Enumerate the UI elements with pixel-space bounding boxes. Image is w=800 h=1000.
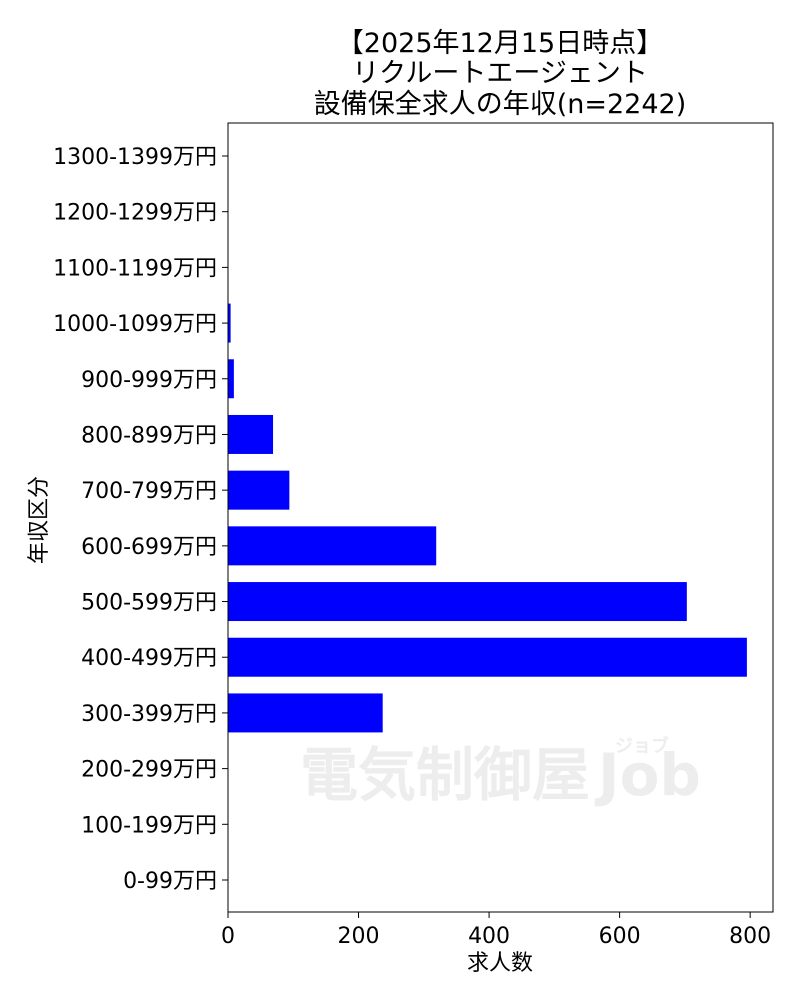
- y-tick-label-5: 500-599万円: [81, 591, 217, 616]
- x-axis: 0 200 400 600 800: [221, 912, 771, 949]
- x-tick-label-1: 200: [338, 924, 380, 949]
- y-tick-label-7: 700-799万円: [81, 479, 217, 504]
- watermark-kana: ジョブ: [615, 735, 669, 757]
- bar-6: [228, 526, 437, 566]
- x-tick-label-0: 0: [221, 924, 235, 949]
- y-tick-label-1: 100-199万円: [81, 813, 217, 838]
- x-tick-label-4: 800: [729, 924, 771, 949]
- y-tick-label-4: 400-499万円: [81, 646, 217, 671]
- chart-title-line-2: リクルートエージェント: [352, 58, 648, 89]
- bars: [228, 303, 747, 733]
- y-tick-label-8: 800-899万円: [81, 423, 217, 448]
- watermark-main: 電気制御屋: [300, 741, 590, 809]
- bar-3: [228, 693, 383, 733]
- y-tick-label-10: 1000-1099万円: [53, 312, 217, 337]
- x-tick-label-2: 400: [468, 924, 510, 949]
- y-tick-label-2: 200-299万円: [81, 758, 217, 783]
- y-tick-label-0: 0-99万円: [123, 869, 217, 894]
- y-tick-label-11: 1100-1199万円: [53, 256, 217, 281]
- chart-title-line-1: 【2025年12月15日時点】: [337, 28, 663, 59]
- chart-title-line-3: 設備保全求人の年収(n=2242): [314, 89, 687, 120]
- y-tick-label-12: 1200-1299万円: [53, 201, 217, 226]
- watermark-sub: Job: [594, 741, 701, 809]
- x-axis-label: 求人数: [467, 951, 533, 976]
- bar-4: [228, 637, 747, 677]
- x-tick-label-3: 600: [599, 924, 641, 949]
- bar-7: [228, 470, 290, 510]
- bar-10: [228, 303, 231, 343]
- y-tick-label-6: 600-699万円: [81, 535, 217, 560]
- y-tick-label-13: 1300-1399万円: [53, 145, 217, 170]
- bar-8: [228, 414, 274, 454]
- watermark: 電気制御屋 Job ジョブ: [300, 735, 701, 809]
- plot-frame: [227, 122, 774, 913]
- y-tick-label-3: 300-399万円: [81, 702, 217, 727]
- bar-5: [228, 582, 687, 622]
- y-axis: 0-99万円 100-199万円 200-299万円 300-399万円 400-499…: [53, 145, 228, 894]
- y-axis-label: 年収区分: [27, 476, 52, 564]
- y-tick-label-9: 900-999万円: [81, 368, 217, 393]
- bar-9: [228, 359, 234, 399]
